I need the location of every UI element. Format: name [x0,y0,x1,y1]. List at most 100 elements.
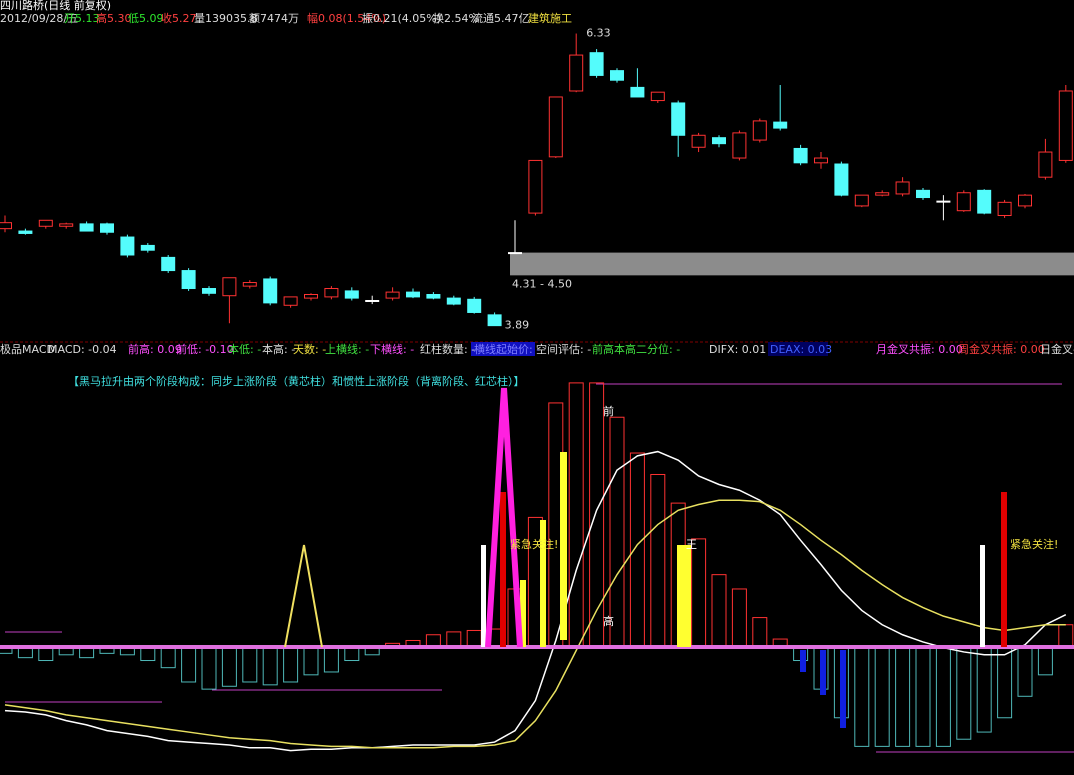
ind-field: 月金叉共振: 0.00 [876,342,963,356]
field: 振0.21(4.05%) [362,11,441,25]
field: 开5.13 [64,12,100,25]
ind-field: 天数: - [293,343,326,356]
candle-body [895,181,910,195]
ind-field: 下横线: - [370,342,414,356]
macd-bar [323,645,339,673]
macd-bar [895,645,911,747]
field: 量139035.8 [194,12,258,25]
macd-bar [160,645,176,669]
macd-bar [1037,645,1053,676]
candle-body [875,192,890,196]
field: 低5.09 [128,12,164,25]
macd-bar [181,645,197,683]
candle-body [773,121,788,129]
macd-bar [446,631,462,647]
candle-body [1038,151,1053,178]
macd-bar [201,645,217,690]
candle-body [467,298,482,313]
ind-field: 前高本高二分位: - [592,342,680,356]
macd-bar [568,382,584,647]
ind-field: 日金叉共 [1040,342,1074,356]
macd-bar [650,473,666,647]
candle-body [712,137,726,145]
candle-body [814,157,828,164]
candle-body [38,219,53,227]
candle-body [344,290,359,299]
macd-line [4,499,1066,749]
candle-body [936,200,951,203]
candle-body [834,163,849,196]
macd-bar [752,617,768,647]
macd-layer [0,382,1074,752]
candle-body [528,159,543,214]
price-label: 6.33 [586,27,611,40]
candle-body [589,52,604,76]
ind-field: 本低: - [228,342,261,356]
range-band [510,252,1074,276]
ind-field: MACD: -0.04 [48,343,117,356]
ind-field: DIFX: 0.01 [709,343,766,356]
macd-bar [242,645,258,683]
macd-bar [589,382,605,647]
candle-body [548,96,563,158]
candle-body [59,223,74,227]
field: 收5.27 [161,11,197,25]
candle-body [18,230,33,234]
candle-body [569,54,584,92]
indicator-note: 【黑马拉升由两个阶段构成：同步上涨阶段（黄芯柱）和惯性上涨阶段（背离阶段、红芯柱… [68,374,525,388]
macd-bar [956,645,972,740]
ind-field: 上横线: - [325,342,369,356]
macd-bar [976,645,992,733]
candle-body [100,223,114,233]
macd-bar [425,634,441,647]
candle-body [79,223,94,232]
candle-body [630,86,645,98]
candle-body [0,222,12,230]
candle-body [854,194,869,207]
ind-field: DEAX: 0.03 [770,343,832,356]
field: 2012/09/28/五 [0,12,78,25]
candle-body [202,288,216,294]
candle-body [487,314,502,327]
candle-body [426,294,441,299]
macd-bar [915,645,931,747]
macd-bar [997,645,1013,719]
macd-line [4,450,1067,752]
candle-body [916,189,930,199]
macd-bar [935,645,951,747]
signals [284,387,1007,728]
macd-bar [466,629,482,647]
candle-body [956,192,971,212]
candle-body [120,236,135,256]
signal-text: 高 [603,614,614,628]
candle-body [304,294,318,299]
field: 流通5.47亿 [472,11,530,25]
signal-text: 紧急关注! [510,537,558,551]
guide-lines [5,383,1074,753]
candle-body [181,270,196,290]
range-label: 4.31 - 4.50 [512,277,572,290]
ind-field: 空间评估: - [536,342,591,356]
candle-body [406,291,420,298]
ind-field: 横线起始价: - [474,342,540,356]
macd-bar [629,452,645,647]
candle-body [508,252,522,255]
field: 额7474万 [249,12,299,25]
field: 换2.54% [433,11,479,25]
candle-body [997,201,1012,216]
macd-bar [221,645,237,687]
macd-bar [691,538,707,647]
macd-bar [303,645,319,676]
ind-field: 极品MACD [0,342,55,356]
macd-bar [731,588,747,647]
candle-body [793,147,808,164]
candle-body [752,120,767,141]
highlight [471,342,535,356]
candle-body [283,296,298,306]
macd-bar [1058,624,1074,647]
macd-bar [711,574,727,647]
ind-field: 本高: - [262,342,295,356]
field: 高5.30 [96,11,132,25]
candle-body [263,278,278,304]
